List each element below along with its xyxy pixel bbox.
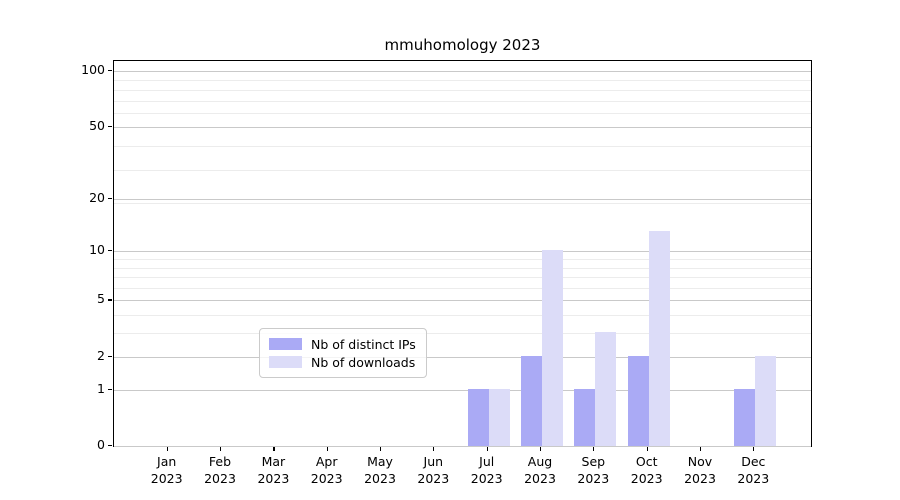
legend-swatch-distinct-ips — [269, 338, 302, 350]
x-tick-label-jul-2023: Jul 2023 — [459, 453, 515, 487]
x-tick-mark-aug — [540, 447, 542, 451]
x-tick-mark-apr — [326, 447, 328, 451]
x-tick-label-jun-2023: Jun 2023 — [405, 453, 461, 487]
y-tick-label-5: 5 — [97, 291, 105, 307]
chart-title: mmuhomology 2023 — [384, 36, 541, 54]
gridline-minor-40 — [114, 146, 811, 148]
x-tick-label-dec-2023: Dec 2023 — [725, 453, 781, 487]
gridline-major-5 — [114, 300, 811, 302]
gridline-minor-90 — [114, 80, 811, 82]
gridline-minor-9 — [114, 267, 811, 269]
x-tick-mark-jan — [166, 447, 168, 451]
x-tick-year: 2023 — [630, 471, 663, 486]
bar-nb-of-distinct-ips-oct — [627, 355, 649, 446]
x-tick-mark-feb — [220, 447, 222, 451]
x-tick-mark-mar — [273, 447, 275, 451]
x-tick-mark-may — [380, 447, 382, 451]
gridline-major-2 — [114, 356, 811, 358]
legend-swatch-downloads — [269, 356, 302, 368]
gridline-minor-7 — [114, 287, 811, 289]
x-tick-year: 2023 — [150, 471, 183, 486]
x-tick-label-may-2023: May 2023 — [352, 453, 408, 487]
x-tick-mark-sep — [593, 447, 595, 451]
x-tick-year: 2023 — [310, 471, 343, 486]
x-tick-year: 2023 — [364, 471, 396, 486]
gridline-minor-10 — [114, 258, 811, 260]
x-tick-label-jan-2023: Jan 2023 — [139, 453, 195, 487]
y-tick-mark-50 — [108, 125, 112, 127]
y-tick-label-10: 10 — [89, 242, 105, 258]
gridline-major-1 — [114, 389, 811, 391]
bar-nb-of-downloads-jul — [488, 388, 510, 446]
x-tick-year: 2023 — [470, 471, 503, 486]
x-tick-year: 2023 — [417, 471, 450, 486]
x-tick-label-apr-2023: Apr 2023 — [299, 453, 355, 487]
y-tick-mark-0 — [108, 445, 112, 447]
x-tick-label-aug-2023: Aug 2023 — [512, 453, 568, 487]
y-tick-label-1: 1 — [97, 380, 105, 396]
gridline-major-0 — [114, 446, 811, 447]
x-tick-year: 2023 — [684, 471, 716, 486]
bar-nb-of-distinct-ips-sep — [574, 388, 596, 446]
x-tick-label-nov-2023: Nov 2023 — [672, 453, 728, 487]
gridline-minor-5 — [114, 315, 811, 317]
x-tick-label-oct-2023: Oct 2023 — [619, 453, 675, 487]
y-tick-mark-10 — [108, 250, 112, 252]
x-tick-mark-oct — [646, 447, 648, 451]
gridline-minor-80 — [114, 89, 811, 91]
gridline-major-100 — [114, 71, 811, 72]
legend: Nb of distinct IPs Nb of downloads — [259, 328, 427, 378]
gridline-minor-70 — [114, 100, 811, 102]
gridline-major-10 — [114, 251, 811, 253]
x-tick-label-sep-2023: Sep 2023 — [565, 453, 621, 487]
bar-nb-of-downloads-sep — [595, 332, 617, 446]
y-tick-label-2: 2 — [97, 347, 105, 363]
x-tick-label-mar-2023: Mar 2023 — [245, 453, 301, 487]
legend-item-distinct-ips: Nb of distinct IPs — [269, 335, 416, 353]
y-tick-mark-100 — [108, 70, 112, 72]
legend-item-downloads: Nb of downloads — [269, 353, 416, 371]
gridline-major-20 — [114, 198, 811, 200]
bar-nb-of-downloads-oct — [648, 230, 670, 446]
x-tick-mark-nov — [700, 447, 702, 451]
bar-nb-of-downloads-dec — [755, 355, 777, 446]
y-tick-mark-2 — [108, 355, 112, 357]
x-tick-mark-jul — [486, 447, 488, 451]
y-tick-label-0: 0 — [97, 437, 105, 452]
gridline-minor-4 — [114, 333, 811, 335]
y-tick-label-20: 20 — [89, 189, 105, 205]
x-tick-year: 2023 — [524, 471, 556, 486]
legend-label-downloads: Nb of downloads — [311, 354, 416, 370]
bar-nb-of-downloads-aug — [542, 250, 563, 446]
x-tick-year: 2023 — [577, 471, 610, 486]
gridline-minor-20 — [114, 202, 811, 204]
x-tick-label-feb-2023: Feb 2023 — [192, 453, 248, 487]
y-tick-mark-20 — [108, 197, 112, 199]
gridline-minor-30 — [114, 169, 811, 171]
gridline-major-50 — [114, 126, 811, 128]
x-tick-year: 2023 — [737, 471, 770, 486]
bar-nb-of-distinct-ips-jul — [467, 388, 489, 446]
x-tick-mark-jun — [433, 447, 435, 451]
gridline-minor-60 — [114, 113, 811, 115]
y-tick-label-100: 100 — [81, 62, 105, 77]
plot-area — [113, 60, 812, 447]
x-tick-year: 2023 — [257, 471, 290, 486]
x-tick-mark-dec — [753, 447, 755, 451]
y-tick-mark-5 — [108, 299, 112, 301]
y-tick-mark-1 — [108, 388, 112, 390]
gridline-minor-8 — [114, 277, 811, 278]
bar-nb-of-distinct-ips-dec — [734, 388, 756, 446]
bar-nb-of-distinct-ips-aug — [521, 355, 542, 446]
y-tick-label-50: 50 — [89, 117, 105, 133]
legend-label-distinct-ips: Nb of distinct IPs — [311, 336, 416, 352]
x-tick-year: 2023 — [204, 471, 236, 486]
